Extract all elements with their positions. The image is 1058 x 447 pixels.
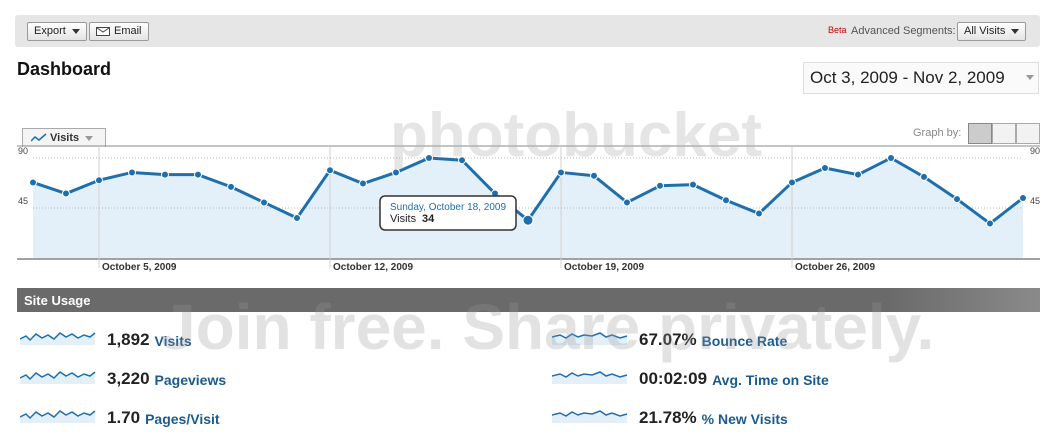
point — [128, 168, 136, 177]
y-tick-label-right: 45 — [1030, 196, 1040, 206]
segment-value: All Visits — [964, 25, 1006, 37]
x-tick-label: October 12, 2009 — [333, 262, 413, 273]
sparkline — [552, 410, 628, 423]
point — [392, 168, 400, 177]
point — [656, 181, 664, 190]
tab-icon — [30, 133, 47, 142]
metric-value: 1,892 — [107, 330, 150, 349]
point — [326, 166, 334, 175]
metric-link[interactable]: % New Visits — [701, 411, 788, 427]
export-label: Export — [34, 25, 66, 37]
tooltip-box — [379, 195, 517, 231]
point — [458, 156, 466, 165]
point — [788, 178, 796, 187]
sparkline — [552, 332, 628, 345]
point — [293, 214, 301, 222]
graph-by-label: Graph by: — [913, 127, 962, 139]
metric-value: 1.70 — [107, 408, 141, 427]
point — [161, 170, 169, 179]
x-tick-label: October 19, 2009 — [564, 262, 644, 273]
export-button[interactable]: Export — [27, 22, 87, 41]
area — [33, 158, 1023, 258]
point — [359, 179, 367, 188]
watermark-brand: photobucket — [390, 101, 762, 170]
metric-value: 67.07% — [639, 330, 697, 349]
metric-value: 21.78% — [639, 408, 697, 427]
email-button[interactable]: Email — [89, 22, 149, 41]
metric-link[interactable]: Pageviews — [154, 372, 227, 388]
metric-value: 00:02:09 — [639, 369, 708, 388]
date-range-picker[interactable]: Oct 3, 2009 - Nov 2, 2009 — [803, 62, 1039, 94]
x-tick-label: October 5, 2009 — [102, 262, 177, 273]
point — [1019, 194, 1027, 202]
graph-month[interactable] — [1016, 123, 1040, 144]
y-tick-label: 90 — [18, 146, 28, 156]
toolbar — [15, 15, 1040, 47]
watermark-slogan: Join free. Share privately. — [160, 291, 935, 363]
page-title: Dashboard — [17, 59, 112, 79]
sparkline — [20, 371, 96, 384]
point — [95, 176, 103, 185]
point — [755, 209, 763, 218]
sparkline — [20, 332, 96, 345]
tab-label: Visits — [50, 132, 80, 144]
y-tick-label-right: 90 — [1030, 146, 1040, 156]
y-tick-label: 45 — [18, 196, 28, 206]
metric-link[interactable]: Bounce Rate — [701, 333, 788, 349]
graph-day[interactable] — [968, 123, 992, 144]
point — [920, 172, 928, 181]
point — [590, 171, 598, 180]
point — [260, 198, 268, 207]
point — [227, 182, 235, 191]
visits-tab[interactable]: Visits — [22, 128, 106, 147]
tooltip-metric: Visits — [390, 213, 417, 225]
mail-icon — [96, 26, 110, 36]
point — [722, 196, 730, 205]
point — [821, 164, 829, 172]
point — [62, 189, 70, 198]
point — [557, 168, 565, 177]
tooltip-date: Sunday, October 18, 2009 — [390, 202, 506, 213]
site-usage-title: Site Usage — [24, 293, 91, 308]
point — [29, 178, 37, 187]
point — [953, 195, 961, 204]
sparkline — [20, 410, 96, 423]
graph-by-buttons — [968, 123, 1040, 144]
beta-label: Beta — [828, 25, 847, 35]
point — [522, 214, 534, 226]
site-usage-header: Site Usage — [17, 288, 1040, 312]
point — [194, 170, 202, 179]
segment-dropdown[interactable]: All Visits — [957, 22, 1027, 41]
point — [425, 154, 433, 162]
email-label: Email — [114, 25, 142, 37]
point — [887, 154, 895, 162]
date-range: Oct 3, 2009 - Nov 2, 2009 — [810, 68, 1005, 87]
tooltip-value: 34 — [422, 213, 435, 225]
x-tick-label: October 26, 2009 — [795, 262, 875, 273]
metric-link[interactable]: Visits — [154, 333, 192, 349]
point — [854, 170, 862, 179]
point — [623, 198, 631, 207]
metric-link[interactable]: Pages/Visit — [145, 411, 220, 427]
point — [986, 219, 994, 228]
segments-label: Advanced Segments: — [851, 25, 956, 37]
point — [689, 180, 697, 189]
metric-value: 3,220 — [107, 369, 150, 388]
sparkline — [552, 371, 628, 384]
metric-link[interactable]: Avg. Time on Site — [712, 372, 829, 388]
graph-week[interactable] — [992, 123, 1016, 144]
